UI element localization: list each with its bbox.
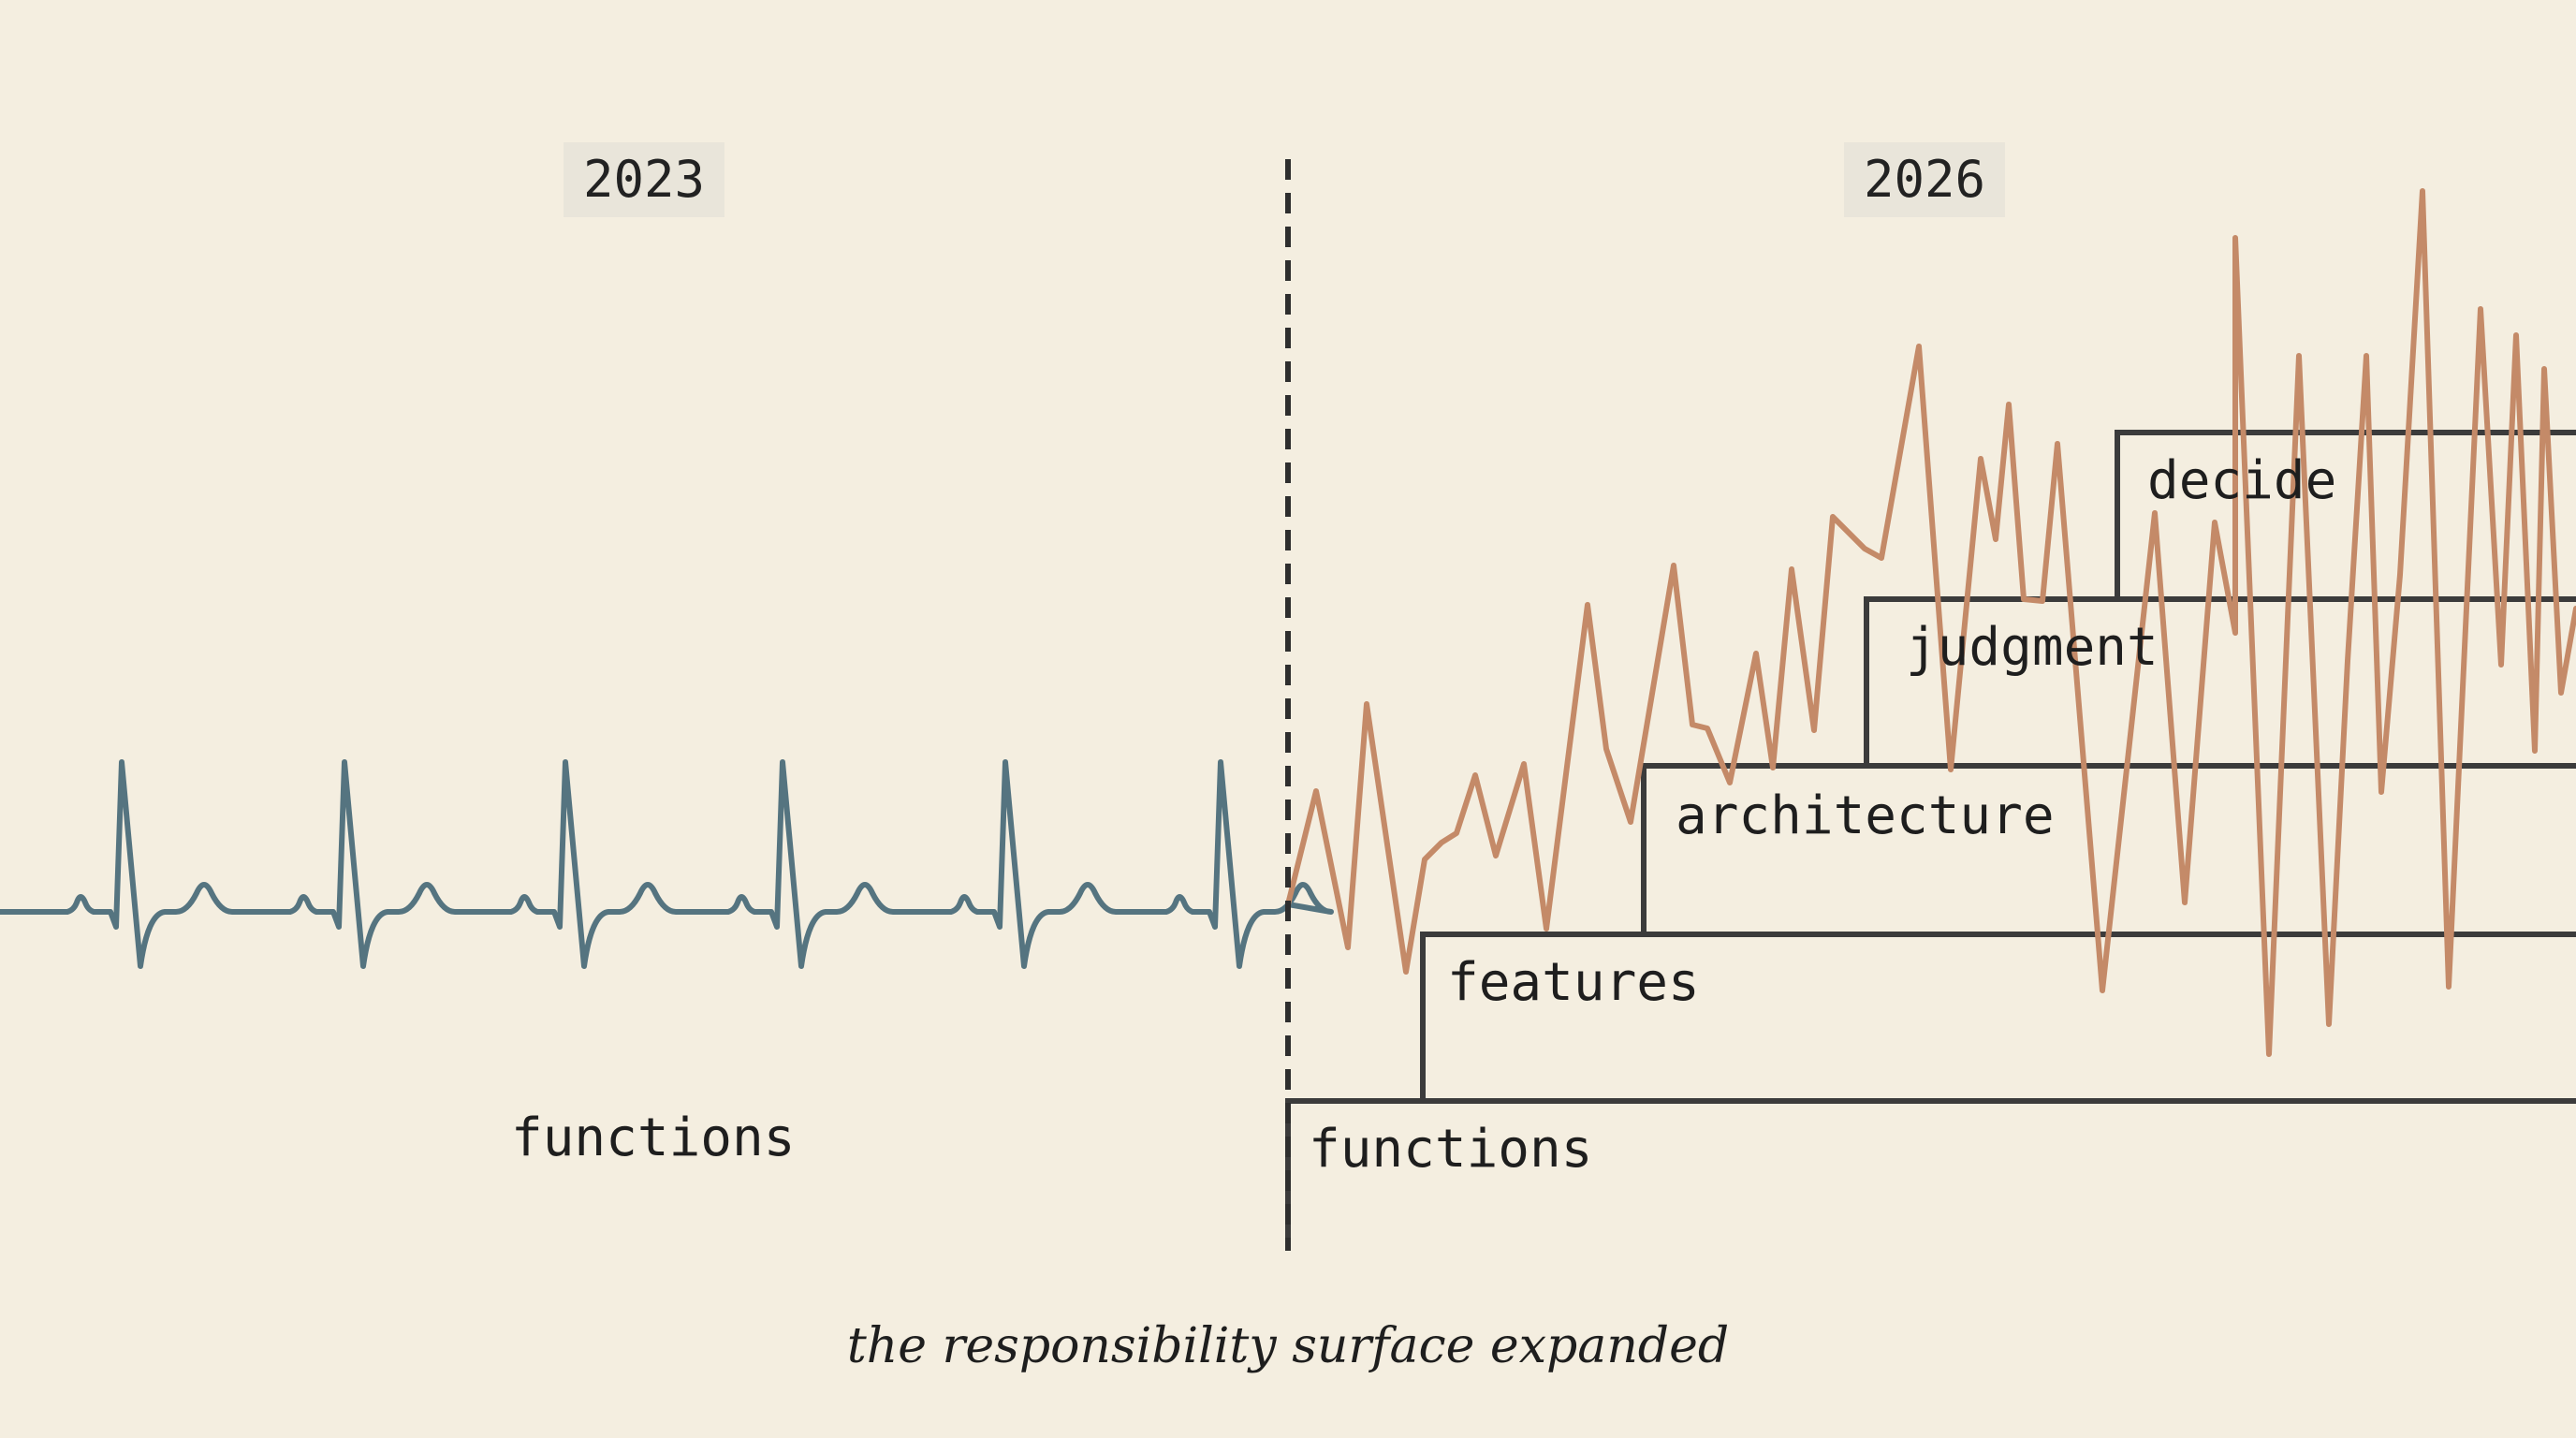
layer-box-judgment — [1864, 596, 2576, 766]
caption: the responsibility surface expanded — [846, 1318, 1730, 1374]
layer-box-features — [1420, 932, 2576, 1101]
layer-box-architecture — [1641, 763, 2576, 934]
layer-label-judgment: judgment — [1906, 617, 2159, 678]
year-badge-2026: 2026 — [1844, 142, 2005, 217]
year-badge-2023: 2023 — [564, 142, 724, 217]
heartbeat-line-2023 — [0, 759, 1334, 969]
layer-label-functions: functions — [1309, 1119, 1593, 1180]
layer-box-decide — [2115, 430, 2576, 599]
responsibility-layers — [1285, 430, 2576, 1251]
layer-label-architecture: architecture — [1676, 785, 2055, 846]
chaotic-line-2026 — [1285, 188, 2576, 1057]
layer-box-functions — [1285, 1098, 2576, 1251]
layer-label-features: features — [1447, 952, 1700, 1013]
layer-label-decide: decide — [2147, 450, 2337, 511]
label-functions-2023: functions — [511, 1108, 796, 1168]
